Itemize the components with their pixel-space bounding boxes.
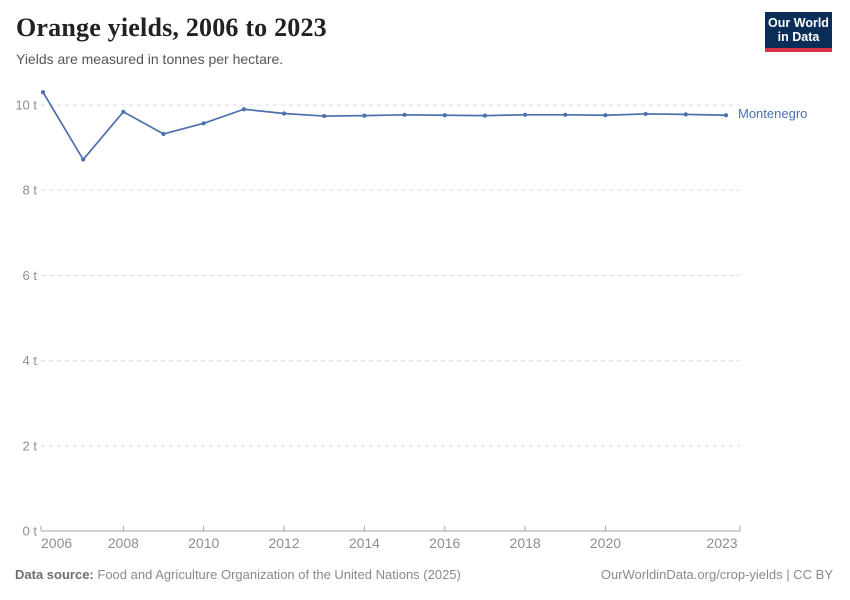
data-point-montenegro-2016[interactable] [442,113,447,118]
data-source: Data source: Food and Agriculture Organi… [15,567,461,582]
data-source-label: Data source: [15,567,94,582]
x-tick-label-2023: 2023 [706,535,737,551]
data-point-montenegro-2009[interactable] [161,131,166,137]
series-label-montenegro[interactable]: Montenegro [738,106,808,121]
x-tick-label-2008: 2008 [108,535,139,551]
y-tick-label-8: 8 t [23,183,38,198]
x-tick-label-2018: 2018 [510,535,541,551]
page-title: Orange yields, 2006 to 2023 [16,13,327,42]
y-tick-label-6: 6 t [23,268,38,283]
footer: Data source: Food and Agriculture Organi… [15,567,833,582]
x-tick-label-2016: 2016 [429,535,460,551]
series-line-montenegro[interactable] [42,91,727,161]
data-point-montenegro-2007[interactable] [81,157,86,162]
x-tick-label-2020: 2020 [590,535,621,551]
data-point-montenegro-2019[interactable] [563,112,568,117]
x-tick-label-2010: 2010 [188,535,219,551]
page-subtitle: Yields are measured in tonnes per hectar… [16,51,284,67]
data-point-montenegro-2013[interactable] [322,113,327,119]
y-tick-label-0: 0 t [23,524,38,539]
data-point-montenegro-2011[interactable] [241,107,246,112]
data-point-montenegro-2008[interactable] [121,109,126,114]
data-point-montenegro-2015[interactable] [402,112,407,117]
data-point-montenegro-2023[interactable] [723,113,729,118]
x-tick-label-2006: 2006 [41,535,72,551]
logo-text-line2: in Data [777,30,820,44]
data-point-montenegro-2022[interactable] [683,112,688,117]
data-point-montenegro-2010[interactable] [201,121,206,126]
data-point-montenegro-2021[interactable] [643,111,648,117]
data-point-montenegro-2006[interactable] [40,90,46,95]
y-tick-label-2: 2 t [23,438,38,453]
logo-text-line1: Our World [768,16,829,30]
data-point-montenegro-2020[interactable] [603,113,608,118]
x-tick-label-2012: 2012 [268,535,299,551]
data-point-montenegro-2014[interactable] [362,113,367,118]
y-tick-label-10: 10 t [15,98,37,113]
credit-text: OurWorldinData.org/crop-yields | CC BY [600,567,833,582]
data-point-montenegro-2018[interactable] [523,112,528,117]
data-point-montenegro-2012[interactable] [281,111,287,116]
x-tick-label-2014: 2014 [349,535,380,551]
y-tick-label-4: 4 t [23,353,38,368]
data-point-montenegro-2017[interactable] [482,113,488,118]
owid-logo: Our World in Data [765,12,832,52]
data-source-value: Food and Agriculture Organization of the… [97,567,461,582]
